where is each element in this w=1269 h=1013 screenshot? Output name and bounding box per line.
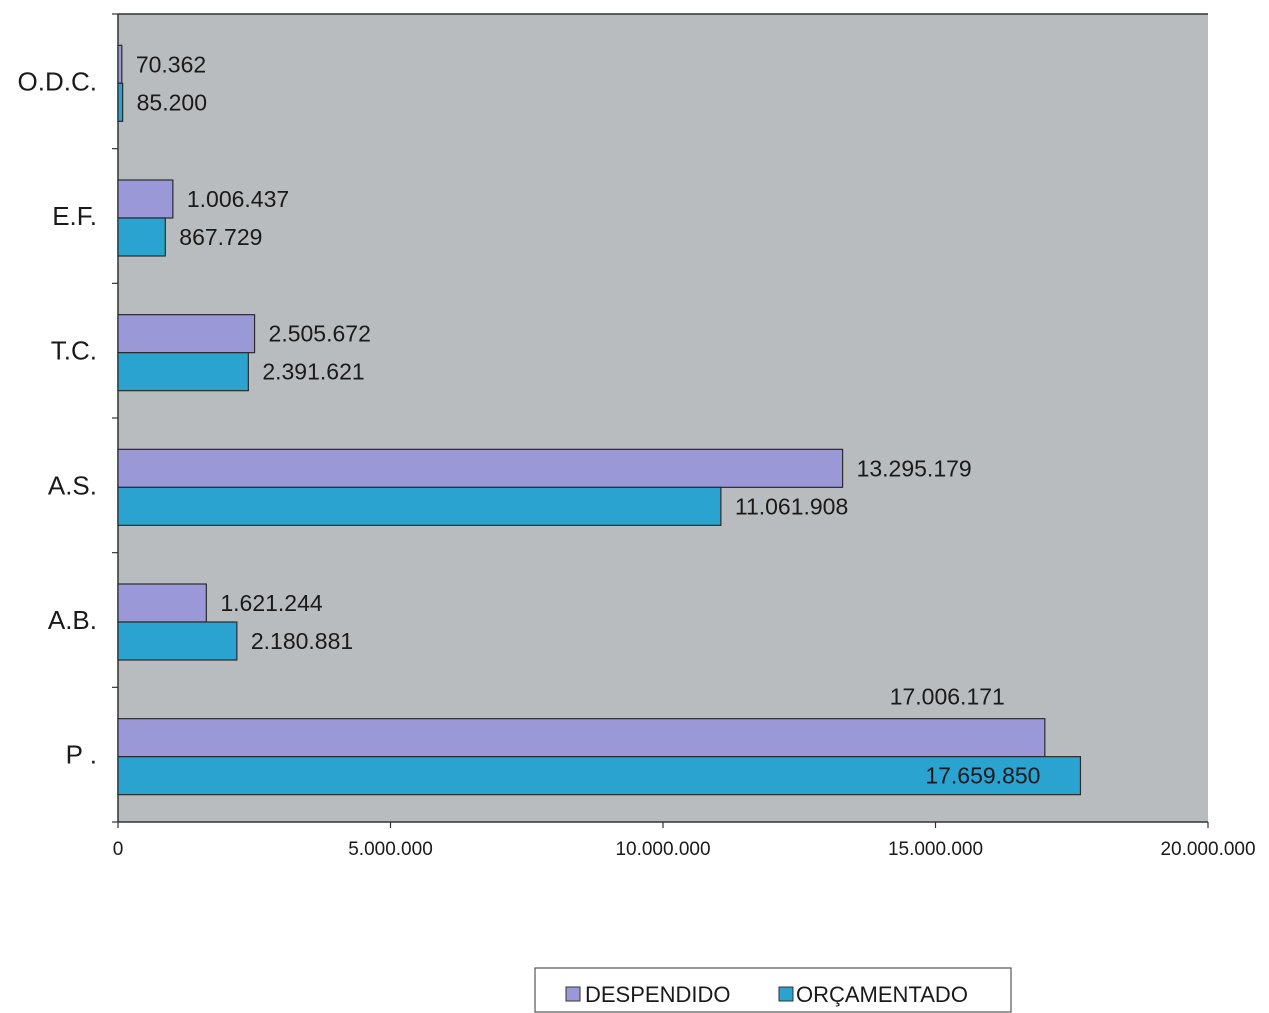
data-label-orcamentado-a-b: 2.180.881 xyxy=(251,628,353,654)
data-label-orcamentado-p: 17.659.850 xyxy=(925,763,1040,789)
data-label-despendido-p: 17.006.171 xyxy=(890,684,1005,710)
bar-despendido-p xyxy=(117,718,1046,758)
bar-despendido-e-f xyxy=(117,179,174,219)
data-label-despendido-a-b: 1.621.244 xyxy=(220,590,323,616)
bar-despendido-t-c xyxy=(117,314,256,354)
category-label-o-d-c: O.D.C. xyxy=(18,66,97,96)
data-label-despendido-t-c: 2.505.672 xyxy=(269,321,371,347)
x-tick-label: 0 xyxy=(113,839,124,860)
category-label-p: P . xyxy=(66,740,97,770)
legend-label-orcamentado: ORÇAMENTADO xyxy=(796,982,968,1007)
bar-orcamentado-p xyxy=(117,756,1082,796)
legend-label-despendido: DESPENDIDO xyxy=(585,982,730,1007)
x-tick-label: 10.000.000 xyxy=(615,839,710,860)
data-label-orcamentado-a-s: 11.061.908 xyxy=(735,493,848,519)
category-label-t-c: T.C. xyxy=(51,336,97,366)
bar-despendido-o-d-c xyxy=(117,44,123,84)
category-label-a-s: A.S. xyxy=(48,470,97,500)
data-label-orcamentado-t-c: 2.391.621 xyxy=(262,359,364,385)
data-label-despendido-o-d-c: 70.362 xyxy=(136,51,206,77)
legend-box xyxy=(534,967,1012,1013)
x-tick-label: 20.000.000 xyxy=(1160,839,1255,860)
bar-orcamentado-o-d-c xyxy=(117,82,124,122)
category-label-e-f: E.F. xyxy=(52,201,97,231)
data-label-despendido-e-f: 1.006.437 xyxy=(187,186,289,212)
bar-orcamentado-t-c xyxy=(117,352,249,392)
legend-swatch-orcamentado xyxy=(778,986,794,1002)
legend: DESPENDIDO ORÇAMENTADO xyxy=(534,967,1012,1013)
data-label-orcamentado-e-f: 867.729 xyxy=(179,224,262,250)
bar-orcamentado-e-f xyxy=(117,217,166,257)
legend-swatch-despendido xyxy=(565,986,581,1002)
x-tick-label: 5.000.000 xyxy=(348,839,433,860)
x-tick-label: 15.000.000 xyxy=(888,839,983,860)
data-label-despendido-a-s: 13.295.179 xyxy=(857,455,972,481)
category-label-a-b: A.B. xyxy=(48,605,97,635)
bar-orcamentado-a-s xyxy=(117,486,722,526)
data-label-orcamentado-o-d-c: 85.200 xyxy=(137,89,207,115)
bar-despendido-a-b xyxy=(117,583,207,623)
bar-orcamentado-a-b xyxy=(117,621,238,661)
bar-despendido-a-s xyxy=(117,448,844,488)
plot-area xyxy=(118,14,1208,822)
